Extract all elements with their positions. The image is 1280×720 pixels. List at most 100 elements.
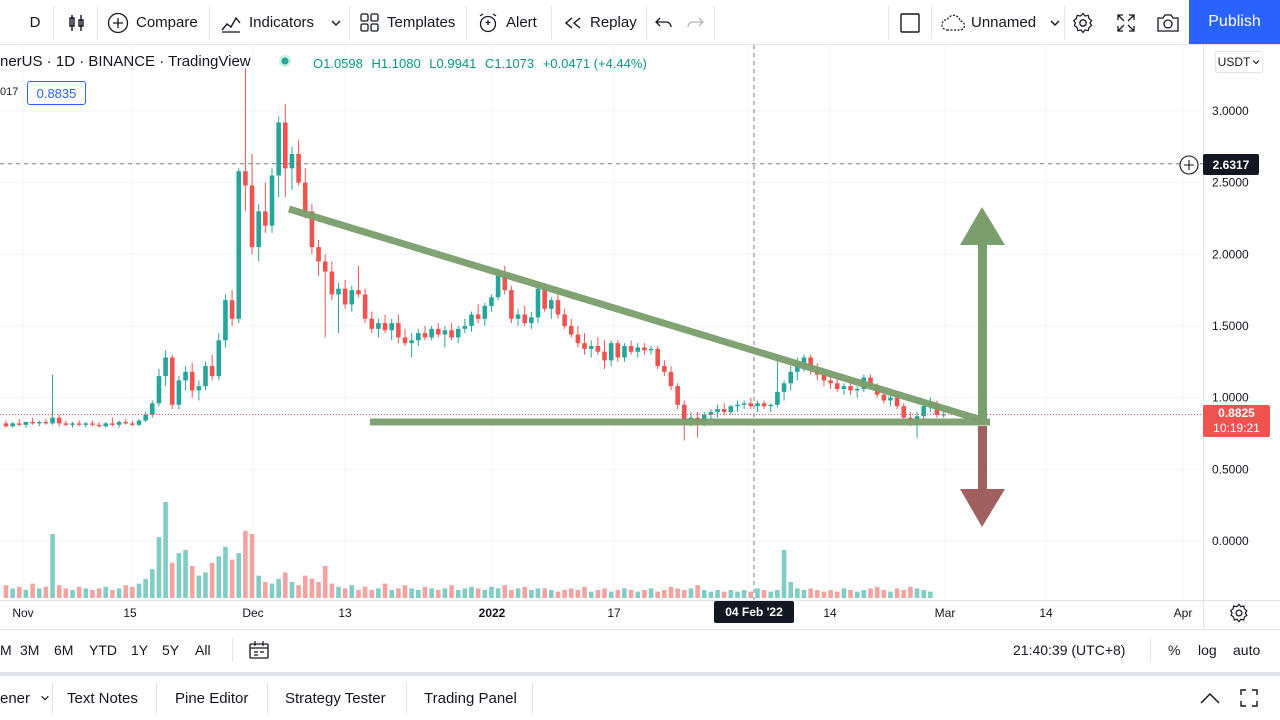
- add-alert-crosshair-button[interactable]: [1178, 154, 1200, 176]
- candle-body: [841, 386, 847, 390]
- symbol-legend[interactable]: nerUS · 1D · BINANCE · TradingView: [0, 53, 251, 70]
- tab-pine-editor[interactable]: Pine Editor: [175, 676, 248, 720]
- candle-body: [402, 337, 408, 344]
- volume-bar: [901, 590, 907, 598]
- market-status: [278, 54, 292, 72]
- templates-button[interactable]: Templates: [360, 0, 455, 45]
- select-layout-button[interactable]: [899, 0, 921, 45]
- axes: 3.0000 2.5000 2.0000 1.5000 1.0000 0.5000 0.00…: [0, 45, 1280, 628]
- fullscreen-button[interactable]: [1116, 0, 1136, 45]
- price-tick-label: 2.0000: [1212, 247, 1249, 261]
- indicators-dropdown[interactable]: [330, 0, 342, 45]
- candle-body: [150, 403, 155, 415]
- indicator-price-box[interactable]: 0.8835: [27, 81, 86, 105]
- volume-bar: [688, 588, 694, 598]
- plus-circle-icon: [107, 12, 129, 34]
- candle-body: [628, 346, 634, 352]
- indicators-button[interactable]: Indicators: [220, 0, 314, 45]
- screener-tab[interactable]: ener: [0, 676, 50, 720]
- alert-button[interactable]: Alert: [477, 0, 537, 45]
- volume-bar: [276, 578, 281, 598]
- range-button[interactable]: All: [195, 630, 211, 670]
- range-button[interactable]: 6M: [54, 630, 73, 670]
- volume-bar: [502, 585, 508, 598]
- maximize-panel-button[interactable]: [1240, 676, 1258, 720]
- compare-button[interactable]: Compare: [107, 0, 198, 45]
- volume-bar: [728, 590, 734, 598]
- price-chart[interactable]: 3.0000 2.5000 2.0000 1.5000 1.0000 0.5000 0.00…: [0, 45, 1280, 628]
- goto-date-button[interactable]: [248, 630, 270, 670]
- volume-bar: [834, 591, 840, 598]
- volume-bar: [429, 588, 434, 598]
- candle-body: [96, 424, 102, 427]
- volume-bar: [881, 590, 887, 598]
- candle-body: [721, 409, 727, 412]
- candle-body: [655, 348, 660, 367]
- volume-bar: [795, 588, 800, 598]
- divider: [406, 682, 407, 714]
- percent-scale-toggle[interactable]: %: [1168, 630, 1180, 670]
- volume-bar: [70, 590, 75, 598]
- candle-body: [263, 211, 268, 226]
- volume-bar: [396, 588, 401, 598]
- candle-body: [336, 288, 341, 295]
- tab-strategy-tester[interactable]: Strategy Tester: [285, 676, 386, 720]
- candle-body: [362, 294, 368, 319]
- snapshot-button[interactable]: [1156, 0, 1180, 45]
- candle-body: [3, 423, 9, 427]
- auto-scale-toggle[interactable]: auto: [1233, 630, 1260, 670]
- range-button[interactable]: M: [0, 630, 12, 670]
- layout-name-button[interactable]: Unnamed: [940, 0, 1061, 45]
- volume-bar: [435, 590, 441, 598]
- candle-body: [50, 417, 55, 424]
- log-scale-toggle[interactable]: log: [1198, 630, 1217, 670]
- range-button[interactable]: YTD: [89, 630, 117, 670]
- range-button[interactable]: 3M: [20, 630, 39, 670]
- candle-body: [296, 153, 301, 183]
- interval-button[interactable]: D: [0, 0, 70, 45]
- volume-bar: [56, 585, 62, 598]
- candle-body: [675, 386, 680, 405]
- volume-bar: [868, 588, 873, 598]
- range-label: 5Y: [162, 642, 180, 658]
- time-tick-label: 2022: [479, 606, 506, 620]
- candle-body: [116, 421, 122, 425]
- currency-selector[interactable]: USDT: [1215, 51, 1263, 73]
- collapse-panel-button[interactable]: [1199, 676, 1221, 720]
- volume-bar: [535, 588, 541, 598]
- compare-label: Compare: [136, 14, 198, 31]
- volume-bar: [289, 582, 295, 598]
- redo-icon: [686, 16, 704, 30]
- candle-body: [615, 343, 621, 358]
- divider: [1150, 638, 1151, 662]
- rewind-icon: [563, 15, 583, 31]
- candle-body: [83, 423, 89, 425]
- volume-bar: [442, 588, 448, 598]
- axis-settings-button[interactable]: [1229, 603, 1249, 628]
- volume-bar: [781, 550, 787, 598]
- redo-button[interactable]: [686, 0, 704, 45]
- clock-display[interactable]: 21:40:39 (UTC+8): [1013, 630, 1125, 670]
- volume-bar: [735, 591, 740, 598]
- indicator-price: 0.8835: [36, 85, 77, 101]
- candle-body: [775, 391, 780, 405]
- range-button[interactable]: 1Y: [131, 630, 148, 670]
- undo-button[interactable]: [655, 0, 673, 45]
- volume-bar: [402, 585, 408, 598]
- replay-button[interactable]: Replay: [563, 0, 637, 45]
- publish-button[interactable]: Publish: [1189, 0, 1280, 44]
- settings-button[interactable]: [1072, 0, 1094, 45]
- close-key: C: [484, 56, 495, 71]
- candle-body: [309, 211, 315, 248]
- tab-trading-panel[interactable]: Trading Panel: [424, 676, 517, 720]
- volume-bar: [801, 590, 807, 598]
- chart-type-button[interactable]: [64, 0, 90, 45]
- chevron-down-icon: [41, 695, 49, 701]
- tab-text-notes[interactable]: Text Notes: [67, 676, 138, 720]
- candle-body: [682, 404, 687, 421]
- candle-body: [123, 421, 128, 424]
- divider: [532, 682, 533, 714]
- candle-body: [196, 386, 202, 391]
- candle-body: [575, 334, 581, 344]
- range-button[interactable]: 5Y: [162, 630, 179, 670]
